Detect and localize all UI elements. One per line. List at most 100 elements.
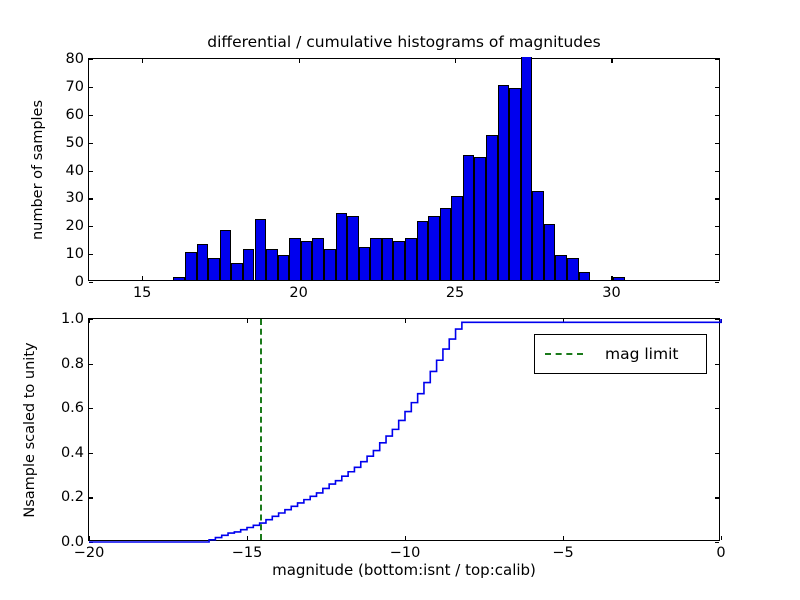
bottom-y-tick-right — [715, 363, 719, 365]
histogram-bar — [196, 243, 209, 280]
legend: mag limit — [534, 334, 707, 374]
mag-limit-legend-label: mag limit — [605, 345, 679, 363]
top-y-tick — [89, 226, 93, 228]
top-x-tick-label: 15 — [132, 285, 152, 301]
histogram-bar — [219, 229, 232, 280]
bottom-y-tick-label: 0.6 — [60, 400, 84, 417]
figure-title: differential / cumulative histograms of … — [207, 33, 601, 51]
bottom-x-tick — [405, 536, 407, 540]
histogram-bar — [370, 238, 382, 280]
top-y-tick — [89, 254, 93, 256]
histogram-bar — [497, 84, 510, 280]
top-x-tick-label: 30 — [602, 285, 621, 301]
histogram-bar — [439, 207, 452, 280]
bottom-y-tick — [89, 408, 93, 410]
histogram-bar — [173, 277, 186, 280]
histogram-bar — [347, 215, 359, 280]
top-y-tick — [89, 282, 93, 284]
top-y-tick — [89, 114, 93, 116]
histogram-bar — [289, 238, 301, 280]
top-y-tick — [89, 170, 93, 172]
top-y-tick-label: 40 — [65, 162, 84, 179]
bottom-x-tick-label: −10 — [389, 545, 421, 561]
top-y-tick-right — [715, 198, 719, 200]
histogram-bar — [254, 218, 267, 280]
top-x-tick-top — [142, 59, 144, 63]
cumulative-polyline — [89, 319, 722, 543]
histogram-bar — [323, 249, 336, 280]
histogram-bar — [613, 277, 625, 280]
bottom-x-tick-label: 0 — [716, 545, 726, 561]
top-y-tick — [89, 86, 93, 89]
top-x-tick — [142, 276, 144, 280]
histogram-bar — [266, 249, 278, 280]
histogram-bar — [405, 238, 417, 280]
top-y-tick-right — [715, 254, 719, 256]
histogram-bar — [242, 249, 255, 280]
histogram-bar — [532, 190, 544, 280]
histogram-bar — [300, 240, 313, 280]
histogram-bar — [543, 224, 556, 280]
top-y-tick — [89, 198, 93, 200]
mag-limit-vline — [259, 319, 262, 540]
histogram-bar — [462, 154, 475, 280]
bottom-y-tick-label: 0.4 — [60, 444, 84, 461]
top-y-tick-label: 70 — [65, 78, 84, 95]
bottom-x-tick — [247, 536, 249, 540]
bottom-y-tick-label: 0.2 — [60, 489, 84, 506]
histogram-bar — [474, 157, 487, 280]
cumulative-axes: 0.0 0.2 0.4 0.6 0.8 1.0 −20 −15 −10 −5 0 mag limi… — [61, 311, 726, 561]
top-y-tick-label: 60 — [65, 106, 84, 123]
bottom-x-tick — [563, 536, 565, 540]
bottom-x-tick-label: −15 — [231, 545, 263, 561]
bottom-y-tick-right — [715, 542, 719, 544]
top-y-tick-label: 0 — [74, 274, 84, 290]
bottom-x-axis-label: magnitude (bottom:isnt / top:calib) — [272, 561, 536, 579]
top-y-tick-label: 20 — [65, 218, 84, 235]
bottom-y-tick — [89, 363, 93, 365]
bottom-y-tick-label: 0.0 — [60, 534, 84, 550]
mag-limit-legend-line — [545, 353, 583, 355]
bottom-x-tick-label: −20 — [73, 545, 105, 561]
bottom-y-tick-right — [715, 319, 719, 321]
bottom-x-tick-top — [563, 319, 565, 323]
bottom-y-tick — [89, 319, 93, 321]
histogram-bar — [231, 263, 243, 280]
histogram-bar — [416, 221, 429, 280]
histogram-bar — [451, 196, 463, 280]
histogram-bar — [486, 135, 498, 280]
histogram-bar — [567, 257, 579, 280]
bottom-y-tick-label: 1.0 — [60, 311, 84, 327]
histogram-bar — [509, 87, 521, 280]
top-y-tick-label: 50 — [65, 134, 84, 151]
top-x-tick-top — [611, 59, 613, 63]
histogram-bar — [393, 240, 405, 280]
histogram-bar — [578, 271, 591, 280]
histogram-bar — [381, 238, 394, 280]
top-y-tick-right — [715, 226, 719, 228]
top-y-tick-right — [715, 142, 719, 144]
top-y-tick-label: 30 — [65, 190, 84, 207]
cumulative-curve — [89, 319, 722, 543]
top-x-tick — [611, 276, 613, 280]
histogram-bar — [208, 257, 220, 280]
histogram-bar — [312, 238, 324, 280]
top-x-tick-top — [298, 59, 300, 63]
top-x-tick-label: 20 — [289, 285, 308, 301]
bottom-x-tick-label: −5 — [552, 545, 574, 561]
histogram-bar — [555, 254, 568, 280]
bottom-x-tick — [89, 536, 91, 540]
top-y-tick-right — [715, 59, 719, 61]
bottom-x-tick — [721, 536, 723, 540]
histogram-bar — [520, 57, 533, 280]
top-y-tick-right — [715, 170, 719, 172]
top-y-tick-right — [715, 86, 719, 89]
bottom-y-tick-right — [715, 452, 719, 454]
bottom-x-tick-top — [89, 319, 91, 323]
bottom-x-tick-top — [405, 319, 407, 323]
bottom-y-axis-label: Nsample scaled to unity — [22, 342, 38, 518]
histogram-bar — [428, 215, 440, 280]
histogram-bar — [358, 246, 371, 280]
top-y-tick-label: 10 — [65, 246, 84, 263]
